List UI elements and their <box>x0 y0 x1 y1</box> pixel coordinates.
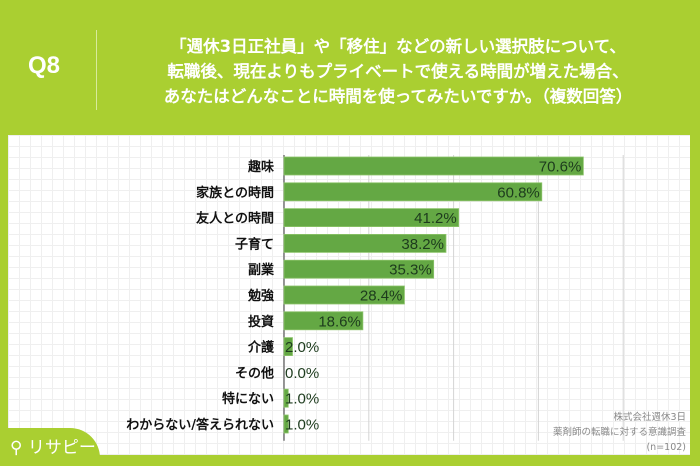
bar <box>283 259 435 279</box>
bar <box>283 182 543 202</box>
category-label: 子育て <box>235 236 274 252</box>
category-label: 友人との時間 <box>196 211 274 227</box>
title-line: 「週休3日正社員」や「移住」などの新しい選択肢について、 <box>170 37 626 56</box>
bar <box>283 233 447 253</box>
bar <box>283 311 364 331</box>
category-label: 副業 <box>248 262 275 278</box>
data-label: 41.2% <box>414 210 457 227</box>
data-label: 38.2% <box>401 236 444 253</box>
source-line: 薬剤師の転職に対する意識調査 <box>552 427 686 438</box>
bar <box>283 208 460 228</box>
data-label: 1.0% <box>285 417 319 434</box>
category-label: 介護 <box>247 340 275 356</box>
category-label: わからない/答えられない <box>126 417 274 433</box>
sample-size: (n=102) <box>646 442 686 453</box>
bar <box>283 414 289 434</box>
source-note: 株式会社週休3日 薬剤師の転職に対する意識調査 (n=102) <box>553 410 686 455</box>
question-number: Q8 <box>28 52 61 79</box>
header: Q8 「週休3日正社員」や「移住」などの新しい選択肢について、 転職後、現在より… <box>0 0 700 135</box>
data-label: 70.6% <box>539 159 582 176</box>
category-label: 家族との時間 <box>196 185 274 201</box>
logo: ⚲ リサピー <box>0 428 100 466</box>
bar <box>283 337 293 357</box>
data-label: 28.4% <box>360 288 403 305</box>
category-label: その他 <box>235 365 274 381</box>
data-label: 35.3% <box>389 262 432 279</box>
data-label: 18.6% <box>318 313 361 330</box>
logo-text: リサピー <box>27 438 96 458</box>
category-label: 特にない <box>222 391 274 407</box>
bar <box>283 388 289 408</box>
question-title: 「週休3日正社員」や「移住」などの新しい選択肢について、 転職後、現在よりもプラ… <box>118 34 678 109</box>
data-label: 2.0% <box>285 339 319 356</box>
data-label: 60.8% <box>497 184 540 201</box>
title-line: あなたはどんなことに時間を使ってみたいですか。（複数回答） <box>163 87 633 106</box>
data-label: 0.0% <box>285 365 319 382</box>
category-label: 趣味 <box>247 159 274 175</box>
category-label: 勉強 <box>247 288 274 304</box>
bar <box>283 285 405 305</box>
data-label: 1.0% <box>285 391 319 408</box>
category-label: 投資 <box>248 314 274 330</box>
divider <box>96 30 97 110</box>
bar <box>283 156 584 176</box>
pin-icon: ⚲ <box>10 438 23 458</box>
title-line: 転職後、現在よりもプライベートで使える時間が増えた場合、 <box>167 62 629 81</box>
source-line: 株式会社週休3日 <box>613 412 686 423</box>
